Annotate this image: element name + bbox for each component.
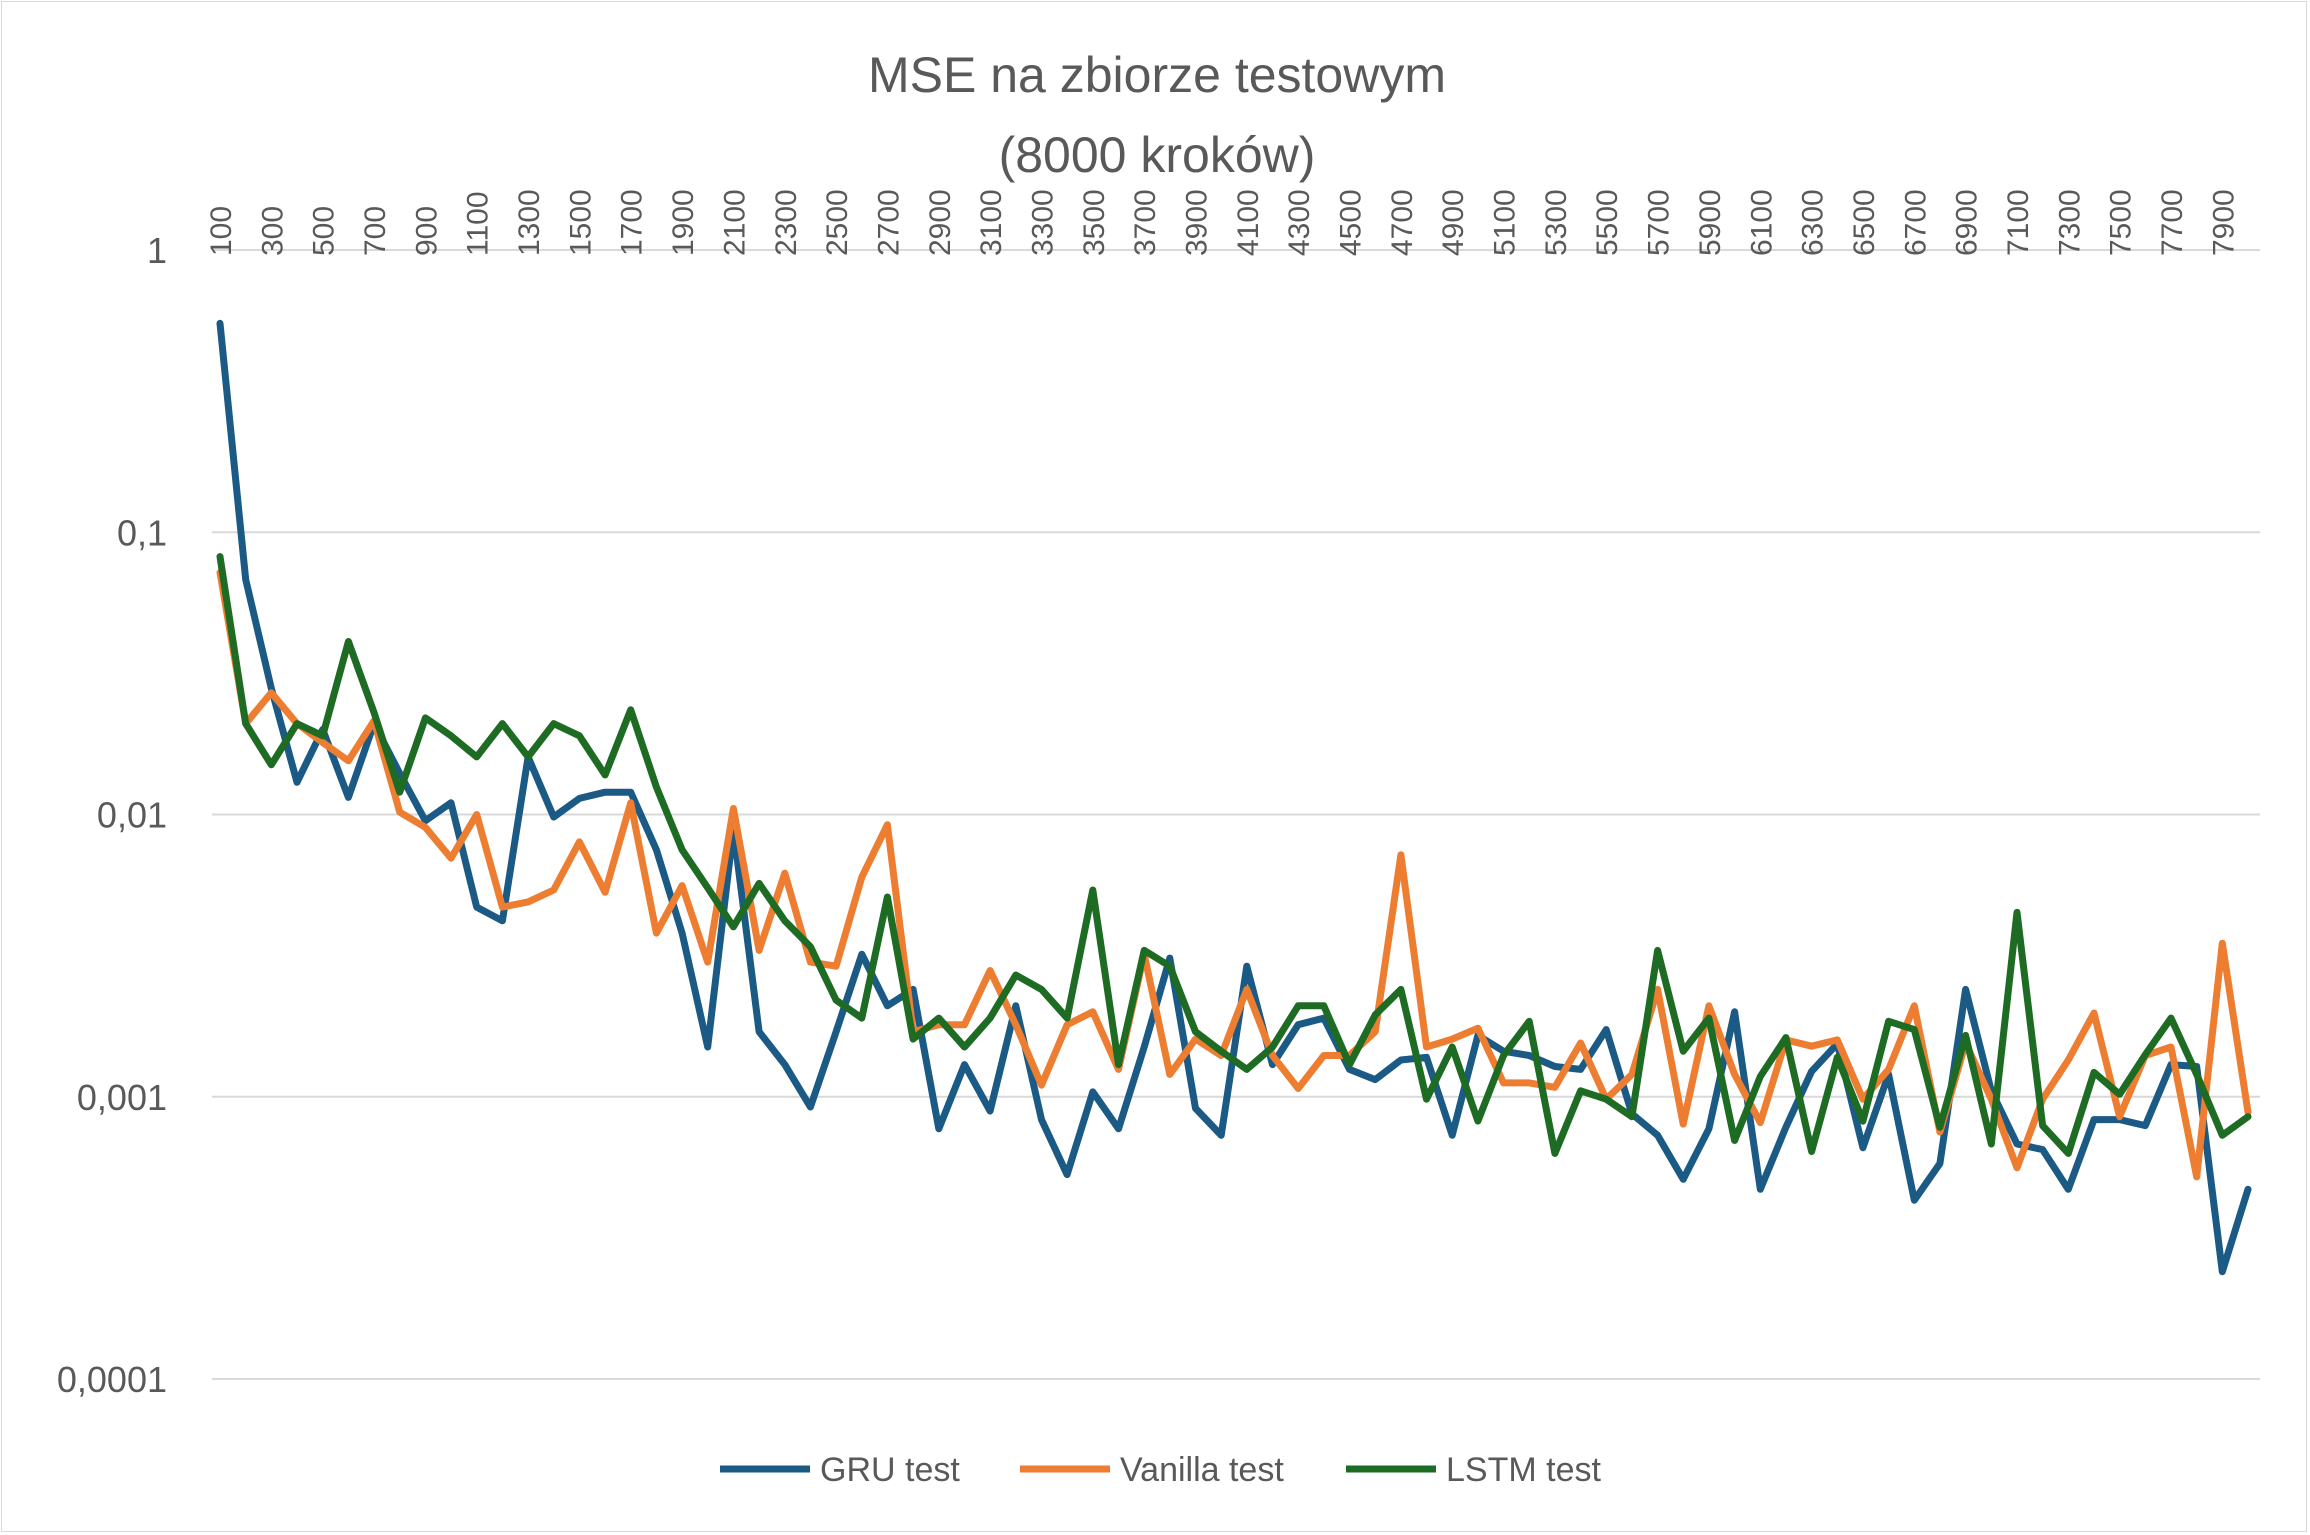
chart-title: MSE na zbiorze testowym: [868, 47, 1446, 103]
y-tick-label: 0,001: [77, 1077, 167, 1118]
x-tick-label: 100: [205, 206, 238, 256]
chart-subtitle: (8000 kroków): [999, 127, 1316, 183]
x-tick-label: 2500: [821, 189, 854, 256]
x-tick-label: 6700: [1899, 189, 1932, 256]
x-tick-label: 6100: [1745, 189, 1778, 256]
legend-label: Vanilla test: [1120, 1451, 1284, 1489]
y-tick-label: 0,0001: [57, 1359, 167, 1400]
x-tick-label: 2300: [770, 189, 803, 256]
x-tick-label: 300: [256, 206, 289, 256]
x-tick-label: 6900: [1951, 189, 1984, 256]
x-tick-label: 1500: [564, 189, 597, 256]
series-line-gru: [216, 319, 2252, 1276]
x-tick-label: 7500: [2105, 189, 2138, 256]
x-tick-label: 7700: [2156, 189, 2189, 256]
x-tick-label: 6500: [1848, 189, 1881, 256]
x-tick-label: 4900: [1437, 189, 1470, 256]
x-tick-label: 3500: [1078, 189, 1111, 256]
x-tick-label: 3700: [1129, 189, 1162, 256]
x-tick-label: 4500: [1335, 189, 1368, 256]
x-tick-label: 4300: [1283, 189, 1316, 256]
x-tick-label: 3300: [1026, 189, 1059, 256]
x-tick-label: 4100: [1232, 189, 1265, 256]
x-tick-label: 500: [308, 206, 341, 256]
x-tick-label: 7300: [2053, 189, 2086, 256]
x-tick-label: 700: [359, 206, 392, 256]
x-tick-label: 5300: [1540, 189, 1573, 256]
x-tick-label: 5100: [1489, 189, 1522, 256]
x-tick-label: 1300: [513, 189, 546, 256]
x-tick-label: 5500: [1591, 189, 1624, 256]
x-tick-label: 6300: [1797, 189, 1830, 256]
x-tick-label: 3100: [975, 189, 1008, 256]
x-tick-label: 7100: [2002, 189, 2035, 256]
x-tick-label: 5700: [1643, 189, 1676, 256]
x-tick-label: 1700: [616, 189, 649, 256]
legend-label: LSTM test: [1446, 1451, 1601, 1489]
y-tick-label: 1: [147, 230, 167, 271]
x-tick-label: 2100: [718, 189, 751, 256]
series-line-vanilla: [216, 569, 2252, 1181]
series-lines: [216, 319, 2252, 1276]
x-tick-label: 2700: [872, 189, 905, 256]
x-tick-label: 4700: [1386, 189, 1419, 256]
x-tick-label: 1900: [667, 189, 700, 256]
x-tick-label: 3900: [1180, 189, 1213, 256]
x-tick-label: 5900: [1694, 189, 1727, 256]
y-axis-tick-labels: 1 0,1 0,01 0,001 0,0001: [57, 230, 167, 1400]
x-tick-label: 2900: [924, 189, 957, 256]
legend-label: GRU test: [820, 1451, 960, 1489]
y-tick-label: 0,1: [117, 512, 167, 553]
legend: GRU test Vanilla test LSTM test: [720, 1451, 1601, 1489]
series-line-lstm: [216, 553, 2252, 1157]
y-tick-label: 0,01: [97, 795, 167, 836]
x-tick-label: 7900: [2207, 189, 2240, 256]
x-tick-label: 1100: [462, 191, 495, 256]
x-axis-tick-labels: 100 300 500 700 900 1100 1300 1500 1700 1900 2100 2…: [205, 189, 2240, 256]
x-tick-label: 900: [410, 206, 443, 256]
